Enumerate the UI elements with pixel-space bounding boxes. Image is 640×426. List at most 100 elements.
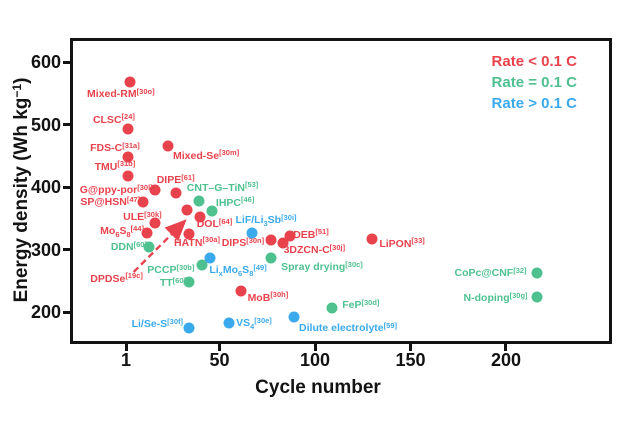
label-text: Mixed-RM [87,88,137,100]
label-text: 3DZCN-C [283,244,330,257]
point-label-ihpc: IHPC[46] [216,195,255,209]
label-sub: 6 [115,229,120,239]
data-point-dol [194,211,206,223]
label-sup: [64] [218,216,233,226]
label-text: Mo [100,225,116,238]
label-sup: [19c] [125,271,143,281]
label-sub: x [218,268,223,278]
data-point-hatn [183,228,195,240]
label-text: Dilute electrolyte [299,322,384,334]
label-sup: [30o] [136,86,155,96]
x-axis-tick-label: 200 [490,350,522,370]
label-text: ULE [123,211,145,224]
data-point-tt [183,276,195,288]
label-sup: [60] [172,275,187,285]
label-text: LiPON [379,237,412,250]
data-point-dipe [170,187,182,199]
y-axis-tick-label: 600 [30,52,61,72]
point-label-dipe: DIPE[61] [157,172,195,186]
label-sup: [44] [130,223,145,233]
label-sup: [61] [181,172,195,182]
label-text: CoPc@CNF [454,267,514,280]
data-point-dips [265,234,277,246]
label-sup: [30a] [202,235,220,245]
point-label-mixed-se: Mixed-Se[30m] [173,148,240,162]
x-axis-title: Cycle number [255,377,381,398]
y-axis-tick-label: 200 [30,302,61,322]
label-text: HATN [174,236,203,249]
data-point-fep [326,302,338,314]
point-label-tt: TT[60] [159,275,187,289]
data-point-spray-drying [265,252,277,264]
label-text: ) [11,77,32,84]
x-axis-tick [313,344,317,351]
y-axis-tick-label: 400 [30,177,61,197]
data-point-mo6s8 [141,227,153,239]
y-axis-title: Energy density (Wh kg−1) [10,40,33,340]
label-sup: [30e] [254,315,272,325]
data-point-deb [284,230,296,242]
point-label-deb: DEB[51] [293,227,329,241]
label-sup: [31b] [117,159,136,169]
legend-entry-green: Rate = 0.1 C [491,74,577,91]
label-text: Energy density (Wh kg [11,97,32,303]
data-point-lif-li3sb [246,227,258,239]
label-sup: [30l] [137,182,153,192]
label-sup: [30h] [270,290,289,300]
plot-area [70,38,612,344]
point-label-ddn: DDN[60] [111,239,147,253]
label-text: S [119,225,127,238]
y-axis-tick [63,123,70,126]
label-sup: [30j] [329,242,346,252]
label-text: Li [209,264,219,277]
label-sup: [49] [253,262,267,272]
point-label-vs4: VS4[30e] [236,315,272,331]
point-label-clsc: CLSC[24] [93,112,135,126]
label-sup: [30c] [345,259,363,269]
point-label-dips: DIPS[30n] [222,235,265,249]
data-point-pccp [196,259,208,271]
label-text: Li/Se-S [131,318,168,331]
y-axis-tick [63,310,70,314]
label-sup: [30d] [361,297,380,307]
x-axis-tick [409,344,412,351]
label-sup: [30g] [509,290,528,300]
data-point-3dzcn-c [277,237,289,249]
data-point-vs4 [223,317,235,329]
point-label-mixed-rm: Mixed-RM[30o] [87,86,155,100]
label-sup: [60] [133,239,147,249]
label-sup: [30b] [176,262,195,272]
label-sup: [30m] [219,148,240,158]
label-text: TT [159,277,173,289]
label-sub: 8 [126,229,131,239]
y-axis-tick [63,248,70,251]
data-point-lixmo6s8 [204,252,216,264]
label-text: Mixed-Se [173,149,220,162]
data-point-dilute-electrolyte [288,311,300,323]
label-sup: [53] [244,180,259,190]
point-label-lif-li3sb: LiF/Li3Sb[30i] [236,213,297,228]
data-point-mixed-rm [124,76,136,88]
label-sup: [24] [121,112,135,122]
label-sup: [59] [383,320,397,330]
x-axis-tick-label: 1 [120,350,132,370]
point-label-g-ppy-por: G@ppy-por[30l] [80,182,153,196]
label-text: FDS-C [90,142,123,154]
point-label-dpdse: DPDSe[19c] [90,271,143,285]
label-sup: [31a] [122,140,140,150]
label-sup: [30n] [246,235,265,245]
point-label-pccp: PCCP[30b] [147,262,195,276]
label-sup: [46] [241,195,255,205]
label-sup: [30f] [167,316,184,326]
label-text: DEB [293,228,316,241]
point-label-lipon: LiPON[33] [379,236,424,250]
data-point-lipon [366,233,378,245]
data-point-g-ppy-por [149,184,161,196]
point-label-mob: MoB[30h] [248,290,289,304]
label-sub: 8 [249,268,254,278]
label-sup: [30k] [144,209,162,219]
label-text: DPDSe [90,272,126,285]
point-label-mo6s8: Mo6S8[44] [100,223,145,239]
point-label-ule: ULE[30k] [123,209,162,224]
point-label-sp-hsn: SP@HSN[47] [80,195,140,208]
